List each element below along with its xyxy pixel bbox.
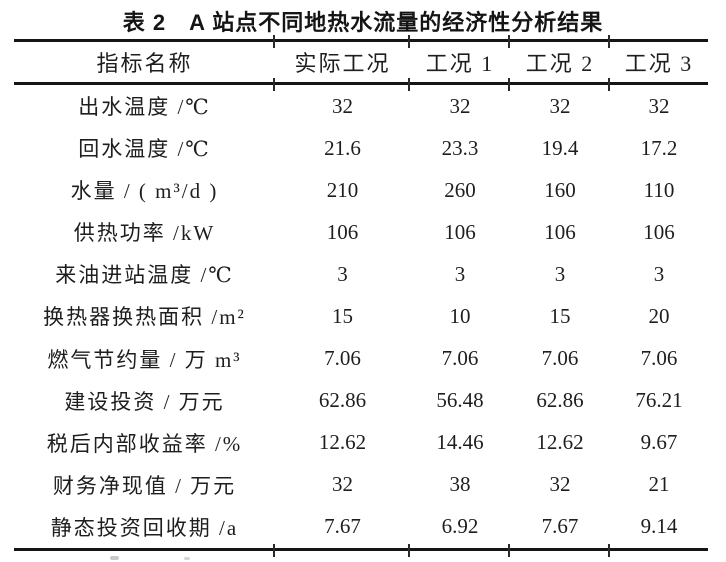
row-label: 税后内部收益率 /% — [46, 431, 243, 456]
cell-value: 21.6 — [324, 135, 361, 160]
cell-value: 9.67 — [640, 430, 678, 455]
row-label: 水量 / ( m³/d ) — [70, 179, 219, 204]
table-row: 建设投资 / 万元 62.86 56.48 62.86 76.21 — [14, 380, 708, 422]
economic-analysis-table: 指标名称 实际工况 工况 1 工况 2 工况 3 出水温度 /℃ 32 32 3… — [14, 35, 708, 557]
cell-value: 62.86 — [536, 388, 584, 413]
column-header-indicator: 指标名称 — [96, 51, 193, 76]
table-row: 供热功率 /kW 106 106 106 106 — [14, 211, 708, 253]
cell-value: 10 — [449, 303, 471, 328]
cell-value: 32 — [549, 93, 571, 118]
cell-value: 7.67 — [324, 514, 361, 539]
table-row: 水量 / ( m³/d ) 210 260 160 110 — [14, 169, 708, 211]
cell-value: 19.4 — [541, 135, 579, 160]
column-divider-tick — [408, 78, 410, 91]
column-divider-tick — [408, 544, 410, 557]
column-divider-tick — [408, 35, 410, 48]
cell-value: 32 — [648, 93, 670, 118]
table-row: 燃气节约量 / 万 m³ 7.06 7.06 7.06 7.06 — [14, 338, 708, 380]
cell-value: 12.62 — [536, 430, 584, 455]
cell-value: 20 — [648, 303, 670, 328]
table-row: 来油进站温度 /℃ 3 3 3 3 — [14, 253, 708, 295]
cell-value: 9.14 — [640, 514, 678, 539]
row-label: 财务净现值 / 万元 — [52, 473, 237, 498]
row-label: 回水温度 /℃ — [78, 137, 211, 162]
cell-value: 7.06 — [640, 346, 678, 371]
cell-value: 3 — [454, 261, 466, 286]
scan-artifact — [110, 556, 119, 560]
cell-value: 32 — [332, 93, 353, 118]
cell-value: 12.62 — [318, 430, 367, 455]
column-divider-tick — [508, 78, 510, 91]
cell-value: 3 — [554, 261, 566, 286]
cell-value: 38 — [449, 472, 471, 497]
cell-value: 7.67 — [541, 514, 579, 539]
column-divider-tick — [608, 544, 610, 557]
row-label: 建设投资 / 万元 — [64, 389, 225, 414]
cell-value: 6.92 — [441, 514, 479, 539]
cell-value: 7.06 — [441, 346, 479, 371]
column-divider-tick — [508, 35, 510, 48]
cell-value: 106 — [326, 219, 359, 244]
row-label: 静态投资回收期 /a — [50, 515, 239, 540]
row-label: 燃气节约量 / 万 m³ — [47, 347, 242, 372]
row-label: 来油进站温度 /℃ — [55, 263, 234, 288]
column-divider-tick — [273, 35, 275, 48]
row-label: 出水温度 /℃ — [78, 95, 211, 120]
table-header-row: 指标名称 实际工况 工况 1 工况 2 工况 3 — [14, 42, 708, 85]
cell-value: 160 — [544, 177, 576, 202]
cell-value: 14.46 — [436, 430, 484, 455]
cell-value: 106 — [643, 219, 675, 244]
table-row: 回水温度 /℃ 21.6 23.3 19.4 17.2 — [14, 127, 708, 169]
column-header-case1: 工况 1 — [425, 51, 495, 76]
cell-value: 106 — [444, 219, 476, 244]
scan-artifact — [184, 557, 190, 560]
cell-value: 32 — [332, 472, 353, 497]
cell-value: 110 — [643, 177, 675, 202]
cell-value: 17.2 — [640, 135, 678, 160]
row-label: 换热器换热面积 /m² — [43, 305, 246, 330]
cell-value: 23.3 — [441, 135, 479, 160]
cell-value: 7.06 — [324, 346, 361, 371]
cell-value: 15 — [332, 303, 353, 328]
row-label: 供热功率 /kW — [73, 221, 216, 246]
table-caption: 表 2 A 站点不同地热水流量的经济性分析结果 — [122, 10, 604, 35]
cell-value: 62.86 — [318, 388, 367, 413]
cell-value: 21 — [648, 472, 670, 497]
cell-value: 15 — [549, 303, 571, 328]
table-row: 出水温度 /℃ 32 32 32 32 — [14, 85, 708, 127]
table-row: 换热器换热面积 /m² 15 10 15 20 — [14, 295, 708, 337]
cell-value: 260 — [444, 177, 476, 202]
cell-value: 106 — [544, 219, 576, 244]
cell-value: 56.48 — [436, 388, 484, 413]
cell-value: 76.21 — [635, 388, 683, 413]
table-row: 税后内部收益率 /% 12.62 14.46 12.62 9.67 — [14, 422, 708, 464]
column-divider-tick — [508, 544, 510, 557]
column-header-case3: 工况 3 — [624, 51, 694, 76]
cell-value: 32 — [449, 93, 471, 118]
column-divider-tick — [608, 35, 610, 48]
column-divider-tick — [273, 78, 275, 91]
cell-value: 3 — [653, 261, 665, 286]
column-header-case2: 工况 2 — [525, 51, 595, 76]
table-row: 财务净现值 / 万元 32 38 32 21 — [14, 464, 708, 506]
cell-value: 32 — [549, 472, 571, 497]
column-divider-tick — [273, 544, 275, 557]
column-divider-tick — [608, 78, 610, 91]
table-row: 静态投资回收期 /a 7.67 6.92 7.67 9.14 — [14, 506, 708, 548]
cell-value: 3 — [337, 261, 348, 286]
cell-value: 210 — [326, 177, 359, 202]
column-header-actual: 实际工况 — [294, 51, 391, 76]
cell-value: 7.06 — [541, 346, 579, 371]
